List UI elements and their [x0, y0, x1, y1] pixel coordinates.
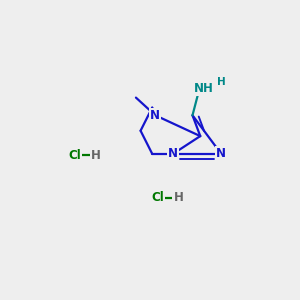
Text: N: N	[168, 147, 178, 160]
Text: Cl: Cl	[68, 149, 81, 162]
Text: H: H	[217, 77, 226, 87]
Text: N: N	[216, 147, 226, 160]
Text: H: H	[174, 191, 184, 204]
Text: Cl: Cl	[151, 191, 164, 204]
Text: H: H	[91, 149, 100, 162]
Text: N: N	[150, 109, 160, 122]
Text: NH: NH	[194, 82, 214, 95]
